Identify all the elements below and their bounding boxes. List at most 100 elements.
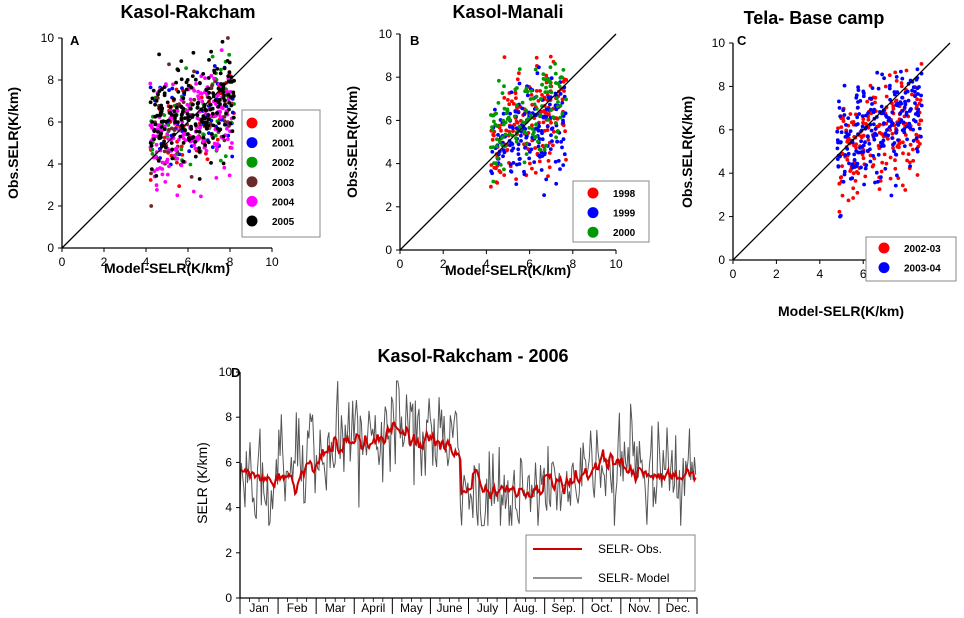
point-2000	[199, 95, 204, 100]
panel-b-y-ticks: 0 2 4 6 8 10	[379, 27, 400, 257]
point-2003-04	[906, 98, 911, 103]
point-2003-04	[848, 129, 853, 134]
point-1998	[489, 184, 493, 189]
point-2000	[490, 125, 494, 130]
point-2003-04	[866, 111, 870, 115]
point-2003-04	[845, 147, 850, 151]
point-1998	[506, 98, 510, 102]
point-2004	[163, 124, 167, 129]
point-2000	[498, 139, 502, 144]
point-2004	[174, 148, 178, 153]
point-2005	[211, 123, 216, 128]
panel-b-letter: B	[410, 33, 419, 48]
point-1999	[516, 142, 521, 147]
point-2005	[166, 118, 171, 123]
point-2003-04	[896, 138, 900, 143]
point-2003-04	[856, 105, 860, 110]
point-2000	[534, 134, 539, 139]
point-2002-03	[851, 171, 856, 176]
x-tick-label: 8	[569, 257, 576, 271]
point-2002-03	[839, 125, 844, 129]
point-2003-04	[900, 95, 904, 100]
point-2002-03	[886, 137, 890, 141]
point-1999	[560, 145, 564, 150]
panel-a-x-label: Model-SELR(K/km)	[104, 260, 230, 276]
point-2003-04	[879, 144, 884, 149]
point-1998	[504, 128, 509, 133]
y-tick-label: 2	[225, 546, 232, 560]
x-tick-label: 6	[526, 257, 533, 271]
point-2003	[192, 69, 196, 74]
point-2005	[189, 127, 194, 131]
point-1999	[558, 92, 563, 96]
point-2005	[174, 105, 179, 110]
point-2005	[223, 122, 227, 127]
point-2002-03	[888, 176, 893, 181]
point-2002-03	[900, 183, 905, 188]
point-2004	[164, 160, 169, 164]
point-2005	[186, 132, 190, 136]
point-2003-04	[881, 138, 886, 143]
point-2003	[149, 171, 153, 176]
point-1999	[562, 152, 567, 157]
point-1999	[517, 162, 522, 166]
x-tick-label: 4	[143, 255, 150, 269]
month-label: April	[361, 601, 385, 615]
point-2005	[156, 159, 161, 163]
point-2004	[154, 183, 159, 188]
point-2005	[224, 111, 228, 116]
point-1998	[494, 166, 498, 171]
point-2004	[200, 99, 205, 104]
panel-b-points	[489, 54, 569, 198]
point-2005	[231, 90, 236, 95]
point-2003	[149, 204, 154, 208]
y-tick-label: 10	[41, 31, 55, 45]
point-2005	[226, 74, 231, 78]
point-2000	[514, 139, 519, 144]
point-2004	[227, 173, 232, 178]
point-1998	[563, 129, 567, 134]
point-2005	[154, 174, 159, 178]
point-2003-04	[842, 83, 847, 88]
point-2005	[229, 103, 234, 108]
point-2000	[498, 163, 503, 167]
point-2003-04	[917, 85, 921, 89]
point-2004	[198, 91, 203, 96]
panel-b-y-label: Obs.SELR(K/km)	[344, 86, 360, 198]
point-2003-04	[851, 165, 855, 170]
legend-marker-2002	[246, 156, 258, 168]
point-1998	[490, 137, 495, 142]
legend-label-2001: 2001	[272, 139, 295, 150]
point-2000	[558, 76, 563, 80]
point-1999	[527, 156, 532, 161]
point-2000	[492, 119, 496, 124]
point-1999	[548, 147, 553, 152]
point-2003-04	[894, 75, 899, 79]
point-2002-03	[855, 190, 860, 195]
legend-label-2002: 2002	[272, 158, 295, 169]
x-tick-label: 2	[101, 255, 108, 269]
point-2004	[194, 82, 199, 86]
panel-c-letter: C	[737, 33, 747, 48]
point-2002-03	[845, 158, 850, 162]
point-2004	[218, 115, 223, 120]
panel-a-y-label: Obs.SELR(K/km)	[5, 87, 21, 199]
point-1998	[489, 163, 494, 167]
point-1998	[541, 120, 546, 125]
point-2000	[175, 160, 179, 165]
point-2005	[222, 103, 227, 107]
point-1999	[508, 162, 513, 167]
point-2005	[154, 99, 159, 103]
point-2003-04	[863, 140, 867, 145]
point-2001	[210, 145, 215, 150]
point-2004	[160, 160, 165, 165]
point-1998	[514, 96, 518, 100]
point-2005	[158, 132, 163, 137]
point-1998	[530, 123, 534, 128]
point-2002-03	[882, 152, 887, 157]
point-2005	[228, 121, 233, 126]
point-2003-04	[887, 125, 892, 129]
point-2003-04	[919, 134, 923, 139]
point-2000	[546, 118, 550, 122]
point-2000	[527, 126, 532, 130]
